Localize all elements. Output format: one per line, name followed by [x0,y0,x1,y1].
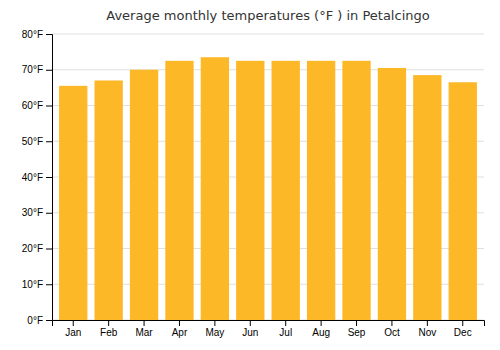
bar [272,61,300,320]
plot: 0°F 10°F 20°F 30°F 40°F 50°F 60°F 70°F 80°F Jan Fe… [22,29,485,338]
x-tick: Oct [384,320,400,338]
y-tick-mark [46,284,52,285]
bar [378,68,406,320]
x-tick: Apr [172,320,188,338]
y-tick-mark [46,213,52,214]
y-axis-line [46,35,53,321]
bar [130,70,158,320]
bar [413,75,441,320]
x-tick-label: Nov [418,327,436,338]
x-tick: Sep [348,320,366,338]
y-tick: 50°F [22,136,52,147]
bar [449,82,477,320]
x-tick-label: May [205,327,224,338]
x-tick: Mar [135,320,153,338]
x-tick-mark [285,320,286,326]
y-tick-mark [46,177,52,178]
x-tick-label: Jun [242,327,258,338]
grid-line [52,69,484,70]
x-axis: Jan Feb Mar Apr May Jun Jul Aug Sep Oct Nov Dec [53,320,485,338]
x-tick: Nov [418,320,436,338]
bar [165,61,193,320]
title: Average monthly temperatures (°F ) in Pe… [106,8,429,23]
y-tick-mark [46,106,52,107]
x-tick-label: Apr [172,327,188,338]
y-tick-mark [46,70,52,71]
x-axis-line [53,321,485,327]
x-tick: Jun [242,320,258,338]
x-tick: May [205,320,224,338]
bar [201,57,229,320]
y-tick: 70°F [22,64,52,75]
x-tick-mark [427,320,428,326]
x-tick-label: Mar [135,327,153,338]
y-tick-label: 10°F [22,279,43,290]
y-tick-label: 50°F [22,136,43,147]
x-tick-mark [321,320,322,326]
y-tick: 80°F [22,29,52,40]
y-tick: 0°F [27,315,52,326]
x-tick-mark [179,320,180,326]
x-tick-label: Aug [312,327,330,338]
y-tick: 30°F [22,207,52,218]
x-tick: Jan [65,320,81,338]
x-tick-mark [391,320,392,326]
x-tick-mark [214,320,215,326]
x-tick-mark [108,320,109,326]
x-tick: Jul [279,320,292,338]
y-tick-label: 0°F [27,315,43,326]
y-tick-mark [46,34,52,35]
bars [59,57,477,320]
x-tick-mark [250,320,251,326]
chart: 0°F 10°F 20°F 30°F 40°F 50°F 60°F 70°F 80°F Jan Fe… [0,0,500,350]
y-tick: 20°F [22,243,52,254]
grid [52,34,484,320]
x-tick-label: Jul [279,327,292,338]
x-tick: Feb [100,320,118,338]
x-tick-mark [462,320,463,326]
y-tick-label: 70°F [22,64,43,75]
y-tick-mark [46,249,52,250]
y-tick: 10°F [22,279,52,290]
x-tick: Aug [312,320,330,338]
x-tick-mark [144,320,145,326]
y-tick-label: 20°F [22,243,43,254]
bar [307,61,335,320]
y-tick: 40°F [22,172,52,183]
y-tick-label: 40°F [22,172,43,183]
bar [342,61,370,320]
x-tick-label: Jan [65,327,81,338]
grid-line [52,34,484,35]
x-tick-label: Oct [384,327,400,338]
x-tick: Dec [454,320,472,338]
bar [236,61,264,320]
y-tick-label: 80°F [22,29,43,40]
x-tick-mark [73,320,74,326]
y-tick-label: 60°F [22,100,43,111]
x-tick-label: Sep [348,327,366,338]
y-tick: 60°F [22,100,52,111]
x-tick-mark [356,320,357,326]
y-tick-label: 30°F [22,207,43,218]
x-tick-label: Feb [100,327,118,338]
y-axis: 0°F 10°F 20°F 30°F 40°F 50°F 60°F 70°F 80°F [22,29,53,326]
x-tick-label: Dec [454,327,472,338]
y-tick-mark [46,320,52,321]
bar [94,80,122,320]
y-tick-mark [46,141,52,142]
bar [59,86,87,320]
